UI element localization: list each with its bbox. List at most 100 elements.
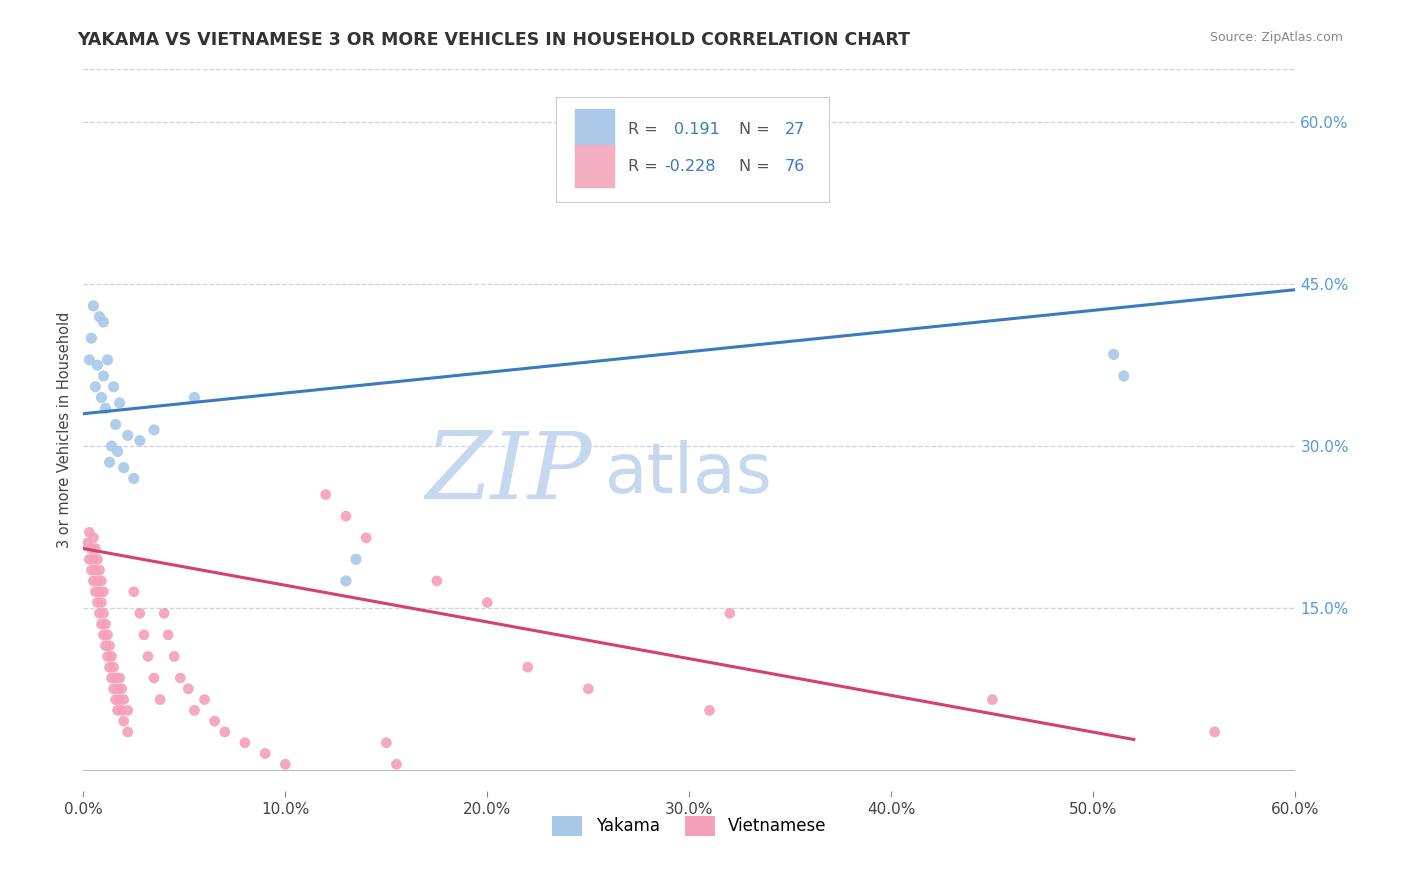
Point — [76, 536, 98, 550]
Legend: Yakama, Vietnamese: Yakama, Vietnamese — [544, 807, 835, 845]
Point — [117, 703, 139, 717]
Point — [80, 331, 103, 345]
Point — [477, 595, 499, 609]
Point — [117, 725, 139, 739]
Point — [128, 434, 150, 448]
Point — [79, 352, 101, 367]
Point — [153, 607, 176, 621]
Point — [96, 352, 118, 367]
Point — [98, 455, 121, 469]
Point — [108, 396, 131, 410]
Point — [103, 660, 125, 674]
Text: R =: R = — [627, 122, 662, 137]
Point — [981, 692, 1004, 706]
Text: ZIP: ZIP — [426, 428, 592, 518]
Point — [143, 671, 166, 685]
Text: 0.191: 0.191 — [673, 122, 720, 137]
Point — [183, 703, 205, 717]
Point — [183, 391, 205, 405]
Point — [89, 607, 111, 621]
Point — [344, 552, 367, 566]
Point — [169, 671, 191, 685]
Point — [193, 692, 215, 706]
Point — [84, 584, 107, 599]
Point — [699, 703, 721, 717]
Point — [136, 649, 159, 664]
Point — [90, 617, 112, 632]
Point — [274, 757, 297, 772]
Point — [163, 649, 186, 664]
Point — [128, 607, 150, 621]
Point — [108, 692, 131, 706]
Point — [107, 444, 129, 458]
Point — [111, 681, 134, 696]
Point — [107, 681, 129, 696]
Point — [96, 649, 118, 664]
Point — [122, 584, 145, 599]
Point — [111, 703, 134, 717]
Point — [98, 639, 121, 653]
Text: Source: ZipAtlas.com: Source: ZipAtlas.com — [1209, 31, 1343, 45]
Text: YAKAMA VS VIETNAMESE 3 OR MORE VEHICLES IN HOUSEHOLD CORRELATION CHART: YAKAMA VS VIETNAMESE 3 OR MORE VEHICLES … — [77, 31, 910, 49]
Point — [84, 380, 107, 394]
Point — [93, 584, 115, 599]
Point — [103, 380, 125, 394]
Text: -0.228: -0.228 — [664, 159, 716, 174]
Point — [96, 628, 118, 642]
Point — [375, 736, 398, 750]
FancyBboxPatch shape — [555, 97, 828, 202]
Point — [80, 563, 103, 577]
Point — [100, 439, 122, 453]
Point — [79, 552, 101, 566]
Point — [84, 563, 107, 577]
Point — [98, 660, 121, 674]
Point — [108, 671, 131, 685]
Point — [82, 531, 104, 545]
Point — [143, 423, 166, 437]
Point — [86, 574, 108, 588]
Point — [93, 315, 115, 329]
Point — [1204, 725, 1226, 739]
Point — [157, 628, 180, 642]
Point — [90, 595, 112, 609]
FancyBboxPatch shape — [575, 145, 614, 186]
Point — [718, 607, 741, 621]
Text: 76: 76 — [785, 159, 806, 174]
Point — [89, 563, 111, 577]
Point — [204, 714, 226, 728]
Point — [426, 574, 449, 588]
Point — [94, 639, 117, 653]
Point — [122, 471, 145, 485]
Point — [107, 703, 129, 717]
Point — [112, 714, 135, 728]
Point — [354, 531, 377, 545]
Point — [132, 628, 155, 642]
Point — [90, 391, 112, 405]
Text: 27: 27 — [785, 122, 806, 137]
Text: N =: N = — [740, 159, 775, 174]
Point — [93, 628, 115, 642]
Text: N =: N = — [740, 122, 775, 137]
Point — [90, 574, 112, 588]
Y-axis label: 3 or more Vehicles in Household: 3 or more Vehicles in Household — [58, 311, 72, 548]
Point — [86, 595, 108, 609]
Point — [254, 747, 277, 761]
Point — [112, 460, 135, 475]
Point — [103, 681, 125, 696]
Point — [117, 428, 139, 442]
Point — [82, 299, 104, 313]
Point — [385, 757, 408, 772]
Point — [177, 681, 200, 696]
Point — [93, 368, 115, 383]
Point — [104, 671, 127, 685]
Point — [516, 660, 538, 674]
Point — [315, 488, 337, 502]
Point — [104, 692, 127, 706]
Point — [233, 736, 256, 750]
Point — [82, 552, 104, 566]
Point — [80, 541, 103, 556]
Text: R =: R = — [627, 159, 662, 174]
Point — [86, 358, 108, 372]
Point — [104, 417, 127, 432]
Point — [149, 692, 172, 706]
